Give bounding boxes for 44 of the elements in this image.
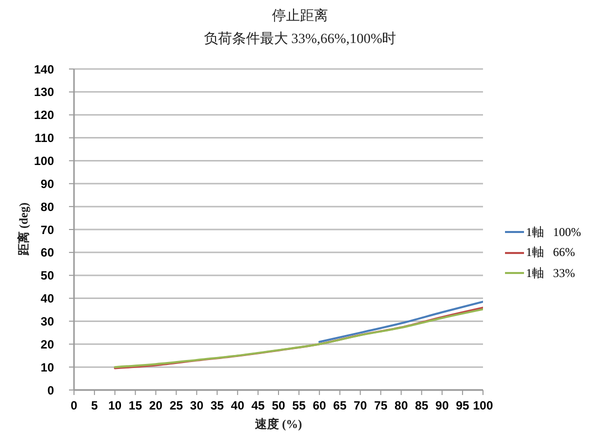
x-tick-label: 15 (128, 398, 142, 413)
y-tick-label: 50 (40, 268, 54, 283)
legend-label: 1軸 100% (526, 224, 581, 241)
x-tick-label: 30 (190, 398, 204, 413)
x-tick-label: 10 (108, 398, 122, 413)
y-tick-label: 100 (34, 154, 54, 168)
y-tick-label: 20 (40, 337, 54, 352)
x-tick-label: 25 (170, 398, 184, 413)
x-tick-label: 40 (230, 398, 245, 413)
chart-subtitle: 负荷条件最大 33%,66%,100%时 (202, 30, 398, 49)
x-tick-label: 85 (414, 398, 429, 413)
x-tick-label: 100 (472, 398, 494, 413)
x-tick-label: 70 (354, 398, 368, 413)
y-tick-label: 80 (40, 200, 54, 214)
line-series (318, 300, 483, 343)
y-tick-label: 40 (40, 292, 54, 306)
x-tick-label: 35 (210, 398, 224, 413)
x-tick-label: 60 (312, 398, 326, 413)
y-tick-label: 0 (47, 383, 54, 398)
legend-label: 1軸 66% (526, 244, 575, 262)
y-tick-label: 130 (34, 85, 54, 100)
y-tick-label: 120 (34, 108, 54, 122)
x-tick-label: 45 (251, 398, 266, 413)
y-tick-label: 70 (40, 222, 54, 237)
x-tick-label: 80 (394, 398, 408, 413)
y-axis-title: 距离 (deg) (16, 202, 32, 256)
y-tick-label: 90 (40, 176, 54, 191)
x-tick-label: 55 (292, 398, 306, 413)
x-tick-label: 90 (435, 398, 450, 413)
x-tick-label: 50 (272, 398, 286, 413)
x-tick-label: 75 (374, 398, 388, 413)
y-tick-label: 30 (40, 314, 54, 328)
legend-label: 1軸 33% (526, 264, 575, 282)
y-tick-label: 140 (34, 62, 54, 76)
y-tick-label: 10 (40, 360, 54, 374)
y-tick-label: 60 (40, 246, 54, 260)
chart-title: 停止距离 (271, 7, 329, 26)
y-tick-label: 110 (34, 131, 54, 146)
x-tick-label: 65 (333, 398, 347, 413)
x-axis-title: 速度 (%) (254, 416, 303, 433)
x-tick-label: 95 (456, 398, 470, 413)
x-tick-label: 5 (91, 398, 98, 413)
x-tick-label: 0 (70, 398, 78, 413)
x-tick-label: 20 (149, 398, 163, 413)
